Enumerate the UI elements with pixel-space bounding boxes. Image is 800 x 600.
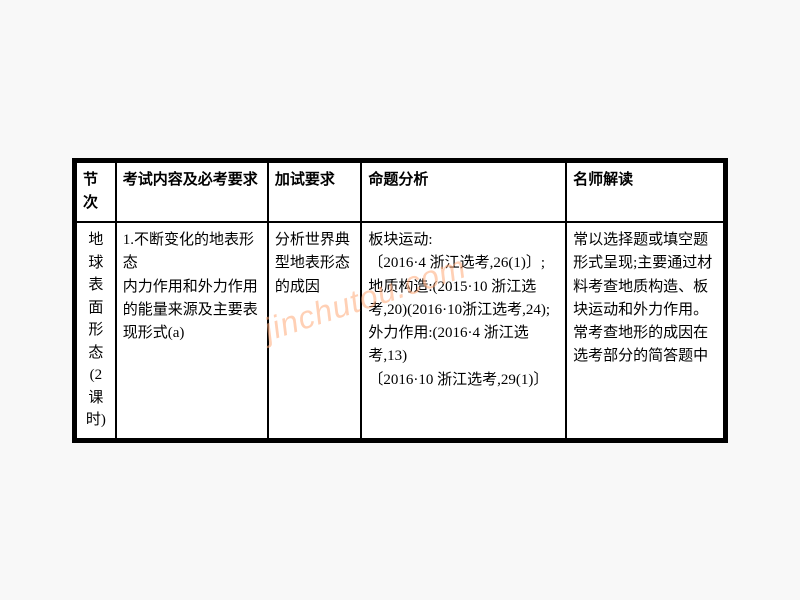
vline: 态: [83, 342, 109, 365]
header-section: 节次: [76, 162, 116, 223]
vline: 表: [83, 274, 109, 297]
header-teacher: 名师解读: [566, 162, 724, 223]
header-analysis: 命题分析: [361, 162, 566, 223]
vline: 地: [83, 229, 109, 252]
header-exam-content: 考试内容及必考要求: [116, 162, 268, 223]
content-table: 节次 考试内容及必考要求 加试要求 命题分析 名师解读 地 球 表 面 形 态 …: [75, 161, 725, 440]
vline: 球: [83, 252, 109, 275]
cell-section: 地 球 表 面 形 态 (2 课 时): [76, 222, 116, 439]
cell-analysis: 板块运动:〔2016·4 浙江选考,26(1)〕;地质构造:(2015·10 浙…: [361, 222, 566, 439]
content-table-container: 节次 考试内容及必考要求 加试要求 命题分析 名师解读 地 球 表 面 形 态 …: [72, 158, 728, 443]
cell-teacher: 常以选择题或填空题形式呈现;主要通过材料考查地质构造、板块运动和外力作用。常考查…: [566, 222, 724, 439]
vline: 面: [83, 297, 109, 320]
vline: 形: [83, 319, 109, 342]
cell-added-req: 分析世界典型地表形态的成因: [268, 222, 362, 439]
vline: 课: [83, 387, 109, 410]
vline: (2: [83, 364, 109, 387]
cell-exam-content: 1.不断变化的地表形态内力作用和外力作用的能量来源及主要表现形式(a): [116, 222, 268, 439]
header-row: 节次 考试内容及必考要求 加试要求 命题分析 名师解读: [76, 162, 724, 223]
table-row: 地 球 表 面 形 态 (2 课 时) 1.不断变化的地表形态内力作用和外力作用…: [76, 222, 724, 439]
header-added-req: 加试要求: [268, 162, 362, 223]
vline: 时): [83, 409, 109, 432]
